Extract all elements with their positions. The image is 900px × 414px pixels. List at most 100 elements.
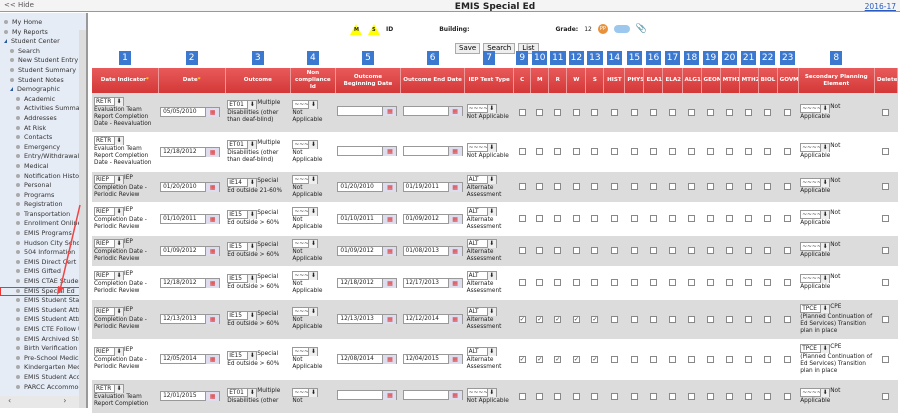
sidebar-item[interactable]: New Student Entry (0, 56, 80, 66)
subject-checkbox[interactable] (591, 247, 599, 254)
outcome-begin-date-input[interactable]: 12/13/2013 ▦ (337, 314, 398, 324)
subject-checkbox[interactable] (572, 183, 580, 190)
column-header[interactable]: MTH1 (720, 68, 740, 93)
date-indicator-select[interactable]: RETR ⬇ (94, 384, 124, 393)
subject-checkbox[interactable] (688, 355, 696, 363)
dropdown-arrow-icon[interactable]: ⬇ (114, 175, 123, 184)
subject-checkbox[interactable] (784, 279, 792, 286)
subject-checkbox[interactable] (572, 148, 580, 155)
calendar-icon[interactable]: ▦ (447, 391, 462, 400)
outcome-end-date-input[interactable]: ▦ (402, 106, 463, 117)
sidebar-item[interactable]: My Home (0, 18, 80, 28)
subject-checkbox[interactable] (572, 108, 580, 116)
date-indicator-select[interactable]: RIEP ⬇ (94, 238, 124, 248)
subject-checkbox[interactable] (554, 215, 562, 222)
calendar-icon[interactable]: ▦ (382, 278, 397, 288)
subject-checkbox[interactable] (707, 315, 715, 323)
subject-checkbox[interactable] (764, 148, 772, 155)
chat-bubble-icon[interactable] (613, 25, 630, 33)
subject-checkbox[interactable] (784, 215, 792, 222)
dropdown-arrow-icon[interactable]: ⬇ (114, 137, 123, 145)
sidebar-item[interactable]: 504 Information (0, 248, 80, 258)
subject-checkbox[interactable] (764, 315, 772, 323)
sidebar-item[interactable]: EMIS CTE Follow Up (0, 325, 80, 335)
column-header[interactable]: Outcome Beginning Date (335, 68, 402, 93)
sidebar-horizontal-scrollbar[interactable]: ‹ › (0, 396, 79, 408)
dropdown-arrow-icon[interactable]: ⬇ (247, 243, 257, 251)
sidebar-item[interactable]: Academic (0, 95, 80, 105)
subject-checkbox[interactable] (784, 392, 792, 400)
subject-checkbox[interactable] (610, 279, 618, 286)
subject-checkbox[interactable] (745, 355, 753, 363)
subject-checkbox[interactable] (649, 355, 657, 363)
outcome-select[interactable]: ET01 ⬇ (227, 139, 258, 149)
subject-checkbox[interactable] (764, 183, 772, 190)
calendar-icon[interactable]: ▦ (382, 146, 397, 156)
calendar-icon[interactable]: ▦ (382, 214, 397, 224)
dropdown-arrow-icon[interactable]: ⬇ (308, 308, 318, 316)
subject-checkbox[interactable] (591, 279, 599, 286)
subject-checkbox[interactable] (707, 108, 715, 116)
sidebar-item[interactable]: Hudson City Schools (0, 239, 80, 249)
column-header[interactable]: W (566, 68, 587, 93)
outcome-begin-date-input[interactable]: 12/08/2014 ▦ (337, 354, 398, 364)
outcome-begin-date-input[interactable]: 01/20/2010 ▦ (337, 181, 398, 192)
subject-checkbox[interactable] (649, 392, 657, 400)
iep-test-type-select[interactable]: ALT ⬇ (466, 206, 497, 216)
dropdown-arrow-icon[interactable]: ⬇ (820, 144, 830, 152)
dropdown-arrow-icon[interactable]: ⬇ (486, 271, 496, 280)
list-button[interactable]: List (518, 43, 539, 54)
outcome-select[interactable]: IE15 ⬇ (227, 242, 258, 251)
calendar-icon[interactable]: ▦ (382, 315, 397, 324)
search-button[interactable]: Search (483, 43, 516, 54)
column-header[interactable]: Outcome (225, 68, 291, 93)
subject-checkbox[interactable]: ✓ (572, 355, 580, 363)
sidebar-vertical-scrollbar[interactable] (79, 30, 86, 408)
subject-checkbox[interactable] (764, 392, 772, 400)
subject-checkbox[interactable]: ✓ (518, 315, 526, 323)
column-header[interactable]: Secondary Planning Element (798, 68, 875, 93)
column-header[interactable]: IEP Test Type (464, 68, 515, 93)
secondary-planning-select[interactable]: ~~~~ ⬇ (800, 387, 831, 397)
calendar-icon[interactable]: ▦ (205, 355, 220, 364)
sidebar-item[interactable]: Medical (0, 162, 80, 172)
sidebar-item[interactable]: EMIS Student Attrib (0, 315, 80, 325)
subject-checkbox[interactable] (536, 148, 544, 155)
delete-checkbox[interactable] (882, 148, 890, 155)
delete-checkbox[interactable] (882, 215, 890, 222)
subject-checkbox[interactable] (610, 108, 618, 116)
subject-checkbox[interactable] (610, 247, 618, 254)
column-header[interactable]: ELA1 (643, 68, 664, 93)
date-indicator-select[interactable]: RIEP ⬇ (94, 307, 124, 316)
iep-test-type-select[interactable]: ALT ⬇ (466, 270, 497, 280)
subject-checkbox[interactable] (745, 247, 753, 254)
subject-checkbox[interactable] (649, 279, 657, 286)
subject-checkbox[interactable]: ✓ (536, 315, 544, 323)
subject-checkbox[interactable] (554, 108, 562, 116)
date-indicator-select[interactable]: RIEP ⬇ (94, 347, 124, 356)
subject-checkbox[interactable] (610, 183, 618, 190)
subject-checkbox[interactable] (688, 148, 696, 155)
dropdown-arrow-icon[interactable]: ⬇ (820, 104, 830, 113)
column-header[interactable]: M (530, 68, 550, 93)
sidebar-item[interactable]: EMIS Special Ed (0, 286, 80, 297)
noncompliance-select[interactable]: ~~~ ⬇ (292, 139, 319, 149)
dropdown-arrow-icon[interactable]: ⬇ (308, 239, 318, 248)
calendar-icon[interactable]: ▦ (447, 246, 462, 256)
sidebar-item[interactable]: EMIS Programs (0, 229, 80, 239)
subject-checkbox[interactable] (726, 279, 734, 286)
column-header[interactable]: R (548, 68, 568, 93)
subject-checkbox[interactable] (649, 183, 657, 190)
noncompliance-select[interactable]: ~~~ ⬇ (292, 238, 319, 248)
secondary-planning-select[interactable]: ~~~~ ⬇ (800, 103, 831, 113)
calendar-icon[interactable]: ▦ (205, 315, 220, 324)
subject-checkbox[interactable] (745, 108, 753, 116)
column-header[interactable]: PHYS (624, 68, 645, 93)
subject-checkbox[interactable] (726, 392, 734, 400)
dropdown-arrow-icon[interactable]: ⬇ (114, 308, 123, 316)
subject-checkbox[interactable] (764, 247, 772, 254)
subject-checkbox[interactable] (707, 183, 715, 190)
secondary-planning-select[interactable]: ~~~~ ⬇ (800, 143, 831, 152)
sidebar-item[interactable]: Transportation (0, 210, 80, 220)
